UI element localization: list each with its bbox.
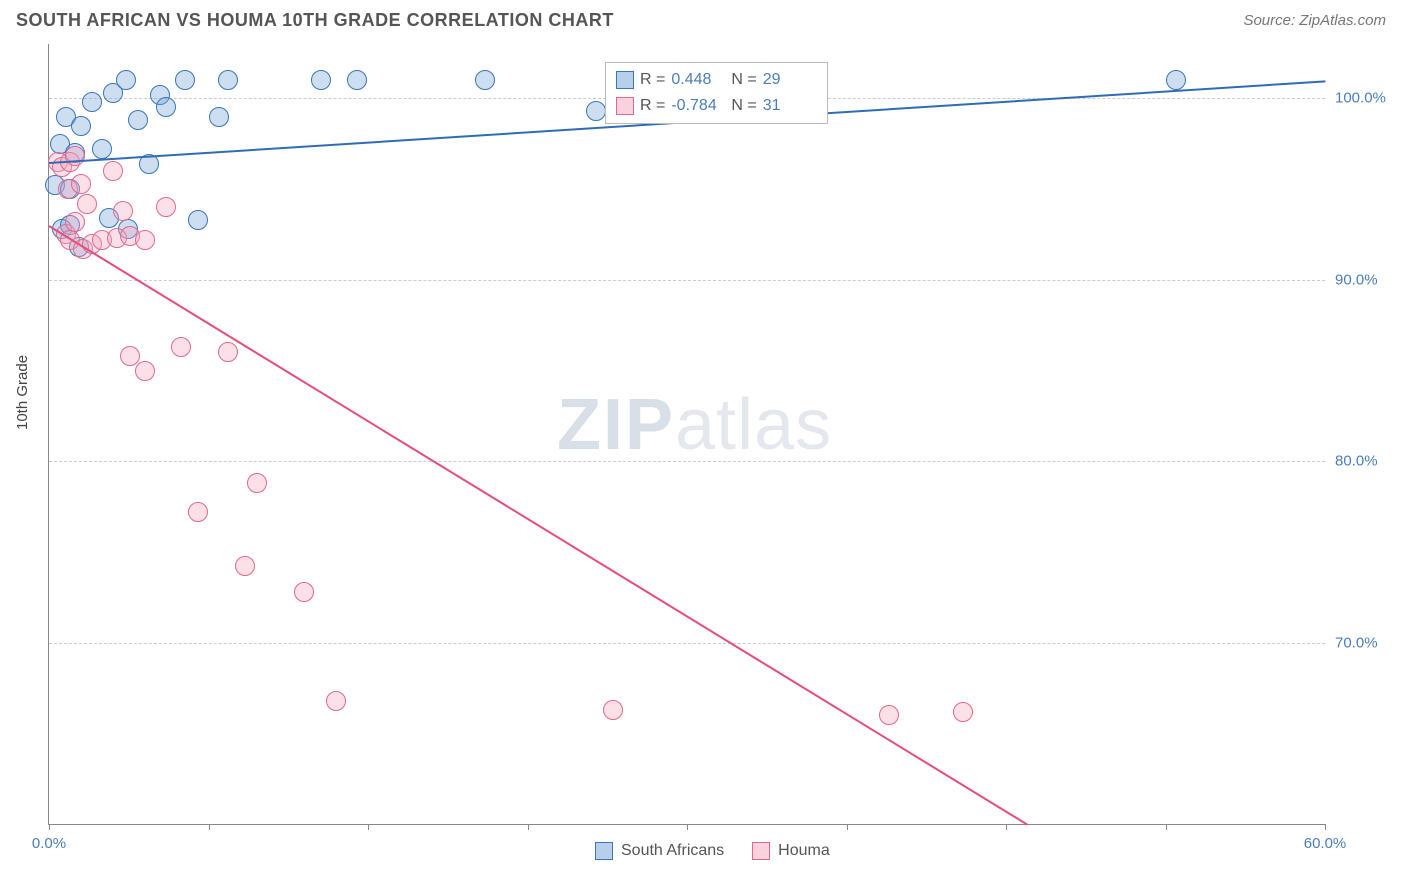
scatter-point [65,146,85,166]
scatter-point [188,502,208,522]
scatter-point [879,705,899,725]
scatter-point [209,107,229,127]
scatter-point [128,110,148,130]
scatter-point [92,139,112,159]
legend-swatch [752,842,770,860]
legend-r-label: R = [640,71,665,89]
ytick-label: 100.0% [1335,90,1399,107]
scatter-point [135,230,155,250]
scatter-point [311,70,331,90]
scatter-point [82,92,102,112]
scatter-point [326,691,346,711]
legend-n-label: N = [731,97,756,115]
correlation-legend: R = 0.448 N = 29 R = -0.784 N = 31 [605,62,828,124]
trend-line [48,226,1027,826]
xtick [209,824,210,830]
legend-item: South Africans [595,842,724,860]
scatter-point [171,337,191,357]
ytick-label: 90.0% [1335,271,1399,288]
legend-r-value: -0.784 [671,97,725,115]
scatter-point [953,702,973,722]
ytick-label: 80.0% [1335,453,1399,470]
scatter-point [65,212,85,232]
scatter-point [586,101,606,121]
legend-n-value: 29 [763,71,817,89]
scatter-point [156,97,176,117]
legend-item: Houma [752,842,830,860]
legend-swatch [616,97,634,115]
xtick [1325,824,1326,830]
scatter-point [116,70,136,90]
xtick [1006,824,1007,830]
y-axis-label: 10th Grade [14,355,31,430]
scatter-point [218,342,238,362]
scatter-point [235,556,255,576]
chart-title: SOUTH AFRICAN VS HOUMA 10TH GRADE CORREL… [16,10,614,31]
scatter-point [1166,70,1186,90]
xtick [49,824,50,830]
scatter-point [188,210,208,230]
source-label: Source: ZipAtlas.com [1243,12,1386,29]
legend-row: R = -0.784 N = 31 [616,93,817,119]
xtick-label: 60.0% [1304,835,1347,852]
xtick [687,824,688,830]
legend-n-label: N = [731,71,756,89]
xtick [847,824,848,830]
gridline-h [49,643,1325,644]
chart-plot-area: 70.0%80.0%90.0%100.0%0.0%60.0%ZIPatlasR … [48,44,1325,825]
legend-row: R = 0.448 N = 29 [616,67,817,93]
scatter-point [135,361,155,381]
scatter-point [218,70,238,90]
legend-swatch [616,71,634,89]
scatter-point [347,70,367,90]
scatter-point [103,161,123,181]
xtick [528,824,529,830]
gridline-h [49,461,1325,462]
legend-series-name: Houma [778,842,830,860]
scatter-point [475,70,495,90]
watermark: ZIPatlas [557,384,832,466]
scatter-point [175,70,195,90]
xtick [368,824,369,830]
scatter-point [294,582,314,602]
gridline-h [49,280,1325,281]
legend-series-name: South Africans [621,842,724,860]
legend-swatch [595,842,613,860]
scatter-point [247,473,267,493]
scatter-point [71,174,91,194]
scatter-point [77,194,97,214]
xtick-label: 0.0% [32,835,66,852]
legend-r-label: R = [640,97,665,115]
xtick [1166,824,1167,830]
series-legend: South Africans Houma [595,842,830,860]
ytick-label: 70.0% [1335,634,1399,651]
scatter-point [113,201,133,221]
scatter-point [156,197,176,217]
scatter-point [603,700,623,720]
legend-r-value: 0.448 [671,71,725,89]
legend-n-value: 31 [763,97,817,115]
scatter-point [71,116,91,136]
